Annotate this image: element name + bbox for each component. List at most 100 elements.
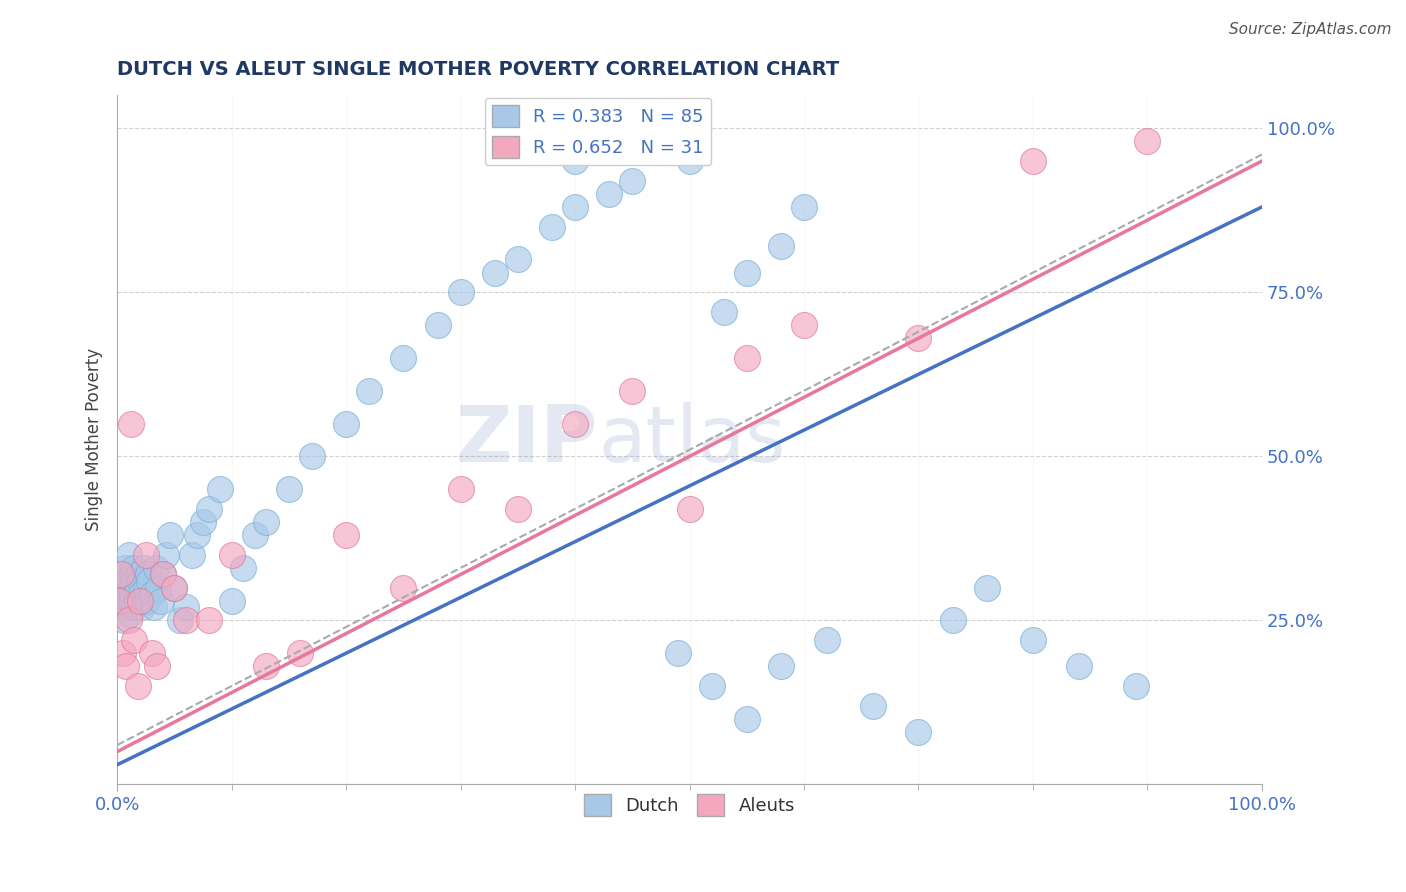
Text: Source: ZipAtlas.com: Source: ZipAtlas.com bbox=[1229, 22, 1392, 37]
Dutch bbox=[135, 581, 157, 595]
Aleuts bbox=[221, 548, 243, 562]
Dutch bbox=[120, 593, 142, 607]
Dutch bbox=[125, 593, 148, 607]
Dutch bbox=[770, 659, 793, 673]
Aleuts bbox=[174, 613, 197, 627]
Dutch bbox=[163, 581, 186, 595]
Dutch bbox=[138, 574, 160, 588]
Aleuts bbox=[146, 659, 169, 673]
Dutch bbox=[254, 515, 277, 529]
Dutch bbox=[770, 239, 793, 253]
Dutch bbox=[1125, 679, 1147, 693]
Dutch bbox=[209, 482, 232, 496]
Dutch bbox=[169, 613, 191, 627]
Dutch bbox=[124, 561, 146, 575]
Dutch bbox=[243, 528, 266, 542]
Dutch bbox=[702, 679, 724, 693]
Aleuts bbox=[735, 351, 758, 365]
Dutch bbox=[793, 200, 815, 214]
Dutch bbox=[186, 528, 208, 542]
Aleuts bbox=[506, 501, 529, 516]
Dutch bbox=[598, 186, 620, 201]
Dutch bbox=[112, 613, 135, 627]
Dutch bbox=[392, 351, 415, 365]
Dutch bbox=[114, 561, 136, 575]
Dutch bbox=[221, 593, 243, 607]
Aleuts bbox=[678, 501, 700, 516]
Dutch bbox=[124, 600, 146, 615]
Dutch bbox=[128, 567, 150, 582]
Aleuts bbox=[163, 581, 186, 595]
Dutch bbox=[232, 561, 254, 575]
Dutch bbox=[111, 600, 134, 615]
Text: atlas: atlas bbox=[598, 402, 786, 478]
Dutch bbox=[142, 600, 165, 615]
Aleuts bbox=[110, 567, 132, 582]
Dutch bbox=[129, 587, 152, 601]
Aleuts bbox=[254, 659, 277, 673]
Dutch bbox=[117, 548, 139, 562]
Dutch bbox=[127, 581, 149, 595]
Dutch bbox=[117, 574, 139, 588]
Dutch bbox=[357, 384, 380, 398]
Dutch bbox=[506, 252, 529, 267]
Dutch bbox=[191, 515, 214, 529]
Dutch bbox=[118, 607, 141, 621]
Aleuts bbox=[621, 384, 644, 398]
Dutch bbox=[621, 174, 644, 188]
Dutch bbox=[862, 698, 884, 713]
Dutch bbox=[815, 633, 838, 648]
Aleuts bbox=[793, 318, 815, 332]
Dutch bbox=[301, 450, 323, 464]
Dutch bbox=[735, 266, 758, 280]
Aleuts bbox=[1136, 134, 1159, 148]
Aleuts bbox=[197, 613, 219, 627]
Dutch bbox=[120, 581, 142, 595]
Dutch bbox=[713, 305, 735, 319]
Dutch bbox=[129, 574, 152, 588]
Dutch bbox=[121, 567, 143, 582]
Aleuts bbox=[290, 646, 312, 660]
Dutch bbox=[155, 548, 177, 562]
Legend: Dutch, Aleuts: Dutch, Aleuts bbox=[576, 787, 803, 823]
Dutch bbox=[115, 587, 138, 601]
Aleuts bbox=[135, 548, 157, 562]
Dutch bbox=[666, 646, 689, 660]
Aleuts bbox=[117, 613, 139, 627]
Dutch bbox=[136, 593, 159, 607]
Dutch bbox=[197, 501, 219, 516]
Dutch bbox=[114, 581, 136, 595]
Aleuts bbox=[124, 633, 146, 648]
Dutch bbox=[976, 581, 998, 595]
Dutch bbox=[426, 318, 449, 332]
Aleuts bbox=[1022, 154, 1045, 169]
Dutch bbox=[141, 587, 163, 601]
Dutch bbox=[564, 200, 586, 214]
Dutch bbox=[131, 600, 153, 615]
Aleuts bbox=[120, 417, 142, 431]
Dutch bbox=[112, 567, 135, 582]
Dutch bbox=[122, 574, 145, 588]
Dutch bbox=[564, 154, 586, 169]
Dutch bbox=[678, 154, 700, 169]
Aleuts bbox=[152, 567, 174, 582]
Dutch bbox=[598, 134, 620, 148]
Aleuts bbox=[115, 659, 138, 673]
Dutch bbox=[180, 548, 202, 562]
Aleuts bbox=[450, 482, 472, 496]
Dutch bbox=[1022, 633, 1045, 648]
Dutch bbox=[145, 561, 167, 575]
Dutch bbox=[541, 219, 564, 234]
Dutch bbox=[450, 285, 472, 300]
Dutch bbox=[110, 593, 132, 607]
Dutch bbox=[148, 581, 170, 595]
Dutch bbox=[111, 574, 134, 588]
Dutch bbox=[149, 593, 172, 607]
Dutch bbox=[484, 266, 506, 280]
Aleuts bbox=[127, 679, 149, 693]
Dutch bbox=[907, 725, 929, 739]
Dutch bbox=[277, 482, 299, 496]
Dutch bbox=[124, 587, 146, 601]
Dutch bbox=[132, 561, 155, 575]
Dutch bbox=[942, 613, 965, 627]
